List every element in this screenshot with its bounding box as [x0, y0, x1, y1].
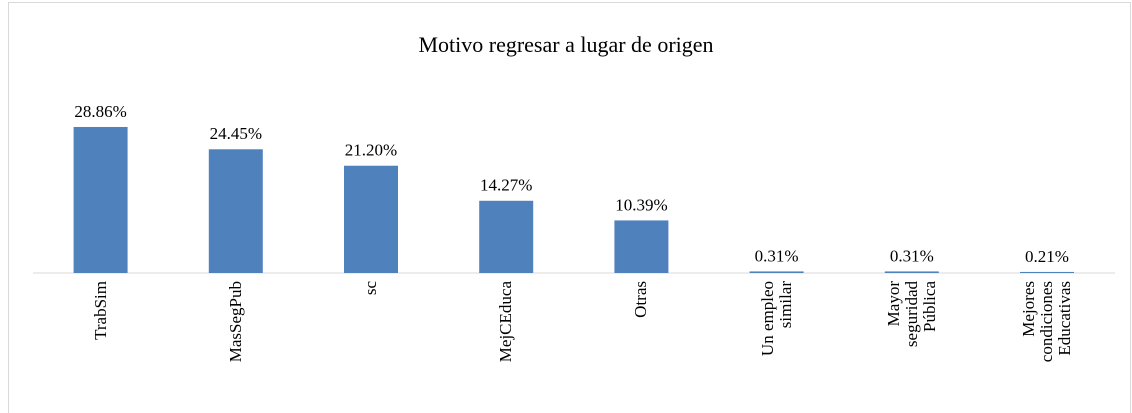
chart-title: Motivo regresar a lugar de origen [418, 32, 713, 57]
bar [344, 165, 398, 273]
x-tick-label: Otras [631, 281, 651, 318]
x-tick-label: Mayor seguridad Pública [883, 281, 939, 348]
x-tick-label: TrabSim [90, 281, 110, 340]
data-label: 24.45% [210, 124, 262, 143]
bar [479, 200, 534, 273]
x-tick-label: MejCEduca [496, 281, 516, 363]
data-label: 0.21% [1025, 247, 1069, 266]
bar [208, 149, 263, 273]
data-label: 0.31% [755, 246, 799, 265]
bar [884, 271, 939, 273]
data-label: 10.39% [615, 195, 667, 214]
x-tick-label: MasSegPub [225, 281, 245, 363]
data-label: 28.86% [74, 102, 126, 121]
data-label: 14.27% [480, 176, 532, 195]
x-tick-label: Un empleo similar [757, 281, 795, 357]
bar [73, 126, 128, 273]
x-tick-label: Mejores condiciones Educativas [1019, 281, 1074, 363]
bar [614, 220, 669, 273]
chart-frame [8, 2, 1131, 413]
bar [749, 271, 804, 273]
x-tick-label: sc [361, 281, 380, 296]
data-label: 21.20% [345, 141, 397, 160]
bar [1020, 271, 1074, 273]
data-label: 0.31% [890, 246, 934, 265]
